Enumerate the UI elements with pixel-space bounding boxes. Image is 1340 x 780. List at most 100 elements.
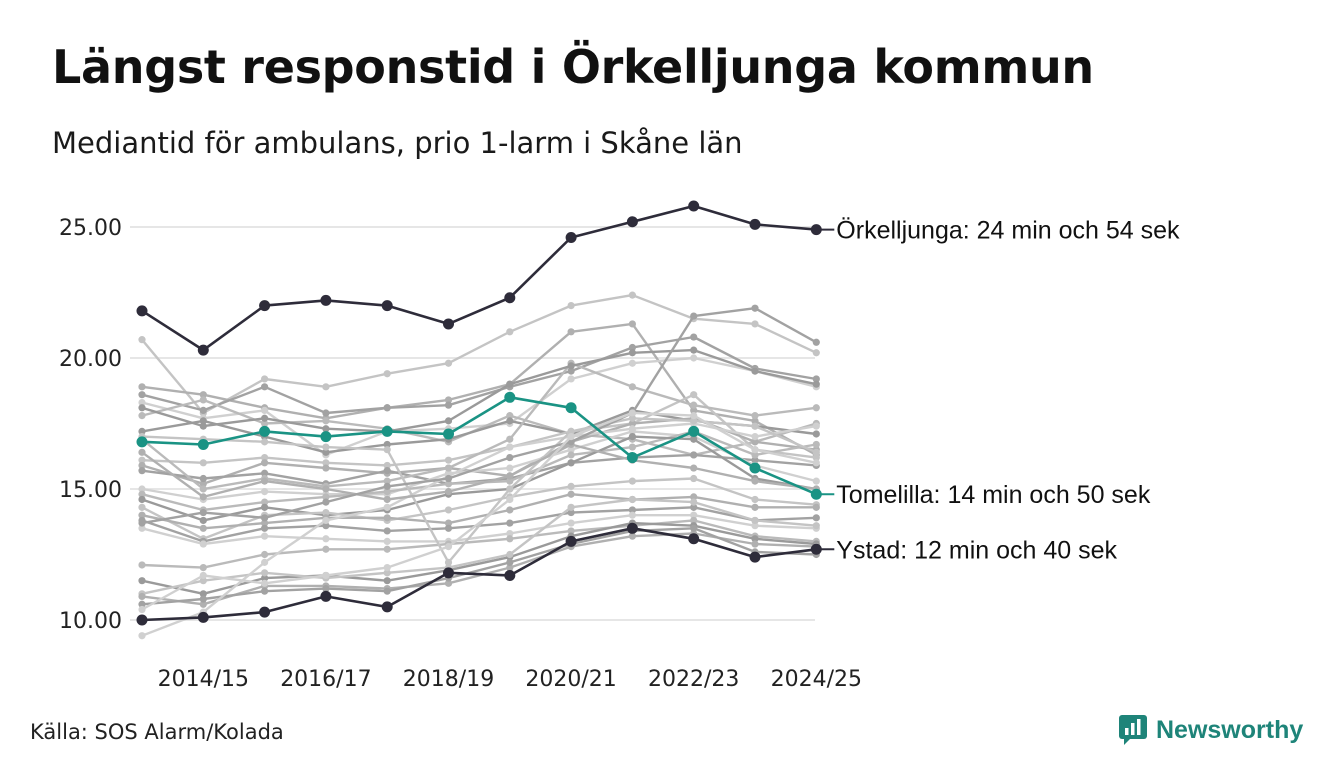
municipality-series-point — [261, 375, 269, 383]
municipality-series-point — [138, 456, 146, 464]
municipality-series-point — [567, 302, 575, 310]
municipality-series-point — [383, 514, 391, 522]
municipality-series-point — [138, 632, 146, 640]
municipality-series-point — [199, 516, 207, 525]
municipality-series-point — [138, 412, 146, 420]
municipality-series-point — [261, 532, 269, 540]
municipality-series-point — [322, 545, 330, 553]
municipality-series-line — [140, 322, 818, 457]
municipality-series-point — [138, 383, 146, 391]
line-chart: 10.00 15.00 20.00 25.00 2014/15 2016/17 2018/1… — [59, 200, 1180, 692]
municipality-series-point — [322, 417, 330, 425]
municipality-series-point — [567, 527, 575, 535]
municipality-series-point — [506, 535, 514, 543]
municipality-series-point — [690, 333, 698, 341]
municipality-series-point — [751, 456, 759, 464]
orkelljunga-series-point — [320, 294, 332, 306]
municipality-series-point — [506, 529, 514, 538]
municipality-series-point — [751, 522, 759, 530]
orkelljunga-series-point — [565, 231, 577, 243]
municipality-series-point — [690, 417, 698, 425]
tomelilla-series-point — [504, 391, 516, 403]
tomelilla-series-point — [749, 462, 761, 474]
chart-title: Längst responstid i Örkelljunga kommun — [52, 40, 1094, 94]
municipality-series-point — [138, 404, 146, 412]
ystad-series-point — [136, 614, 148, 626]
municipality-series-point — [751, 446, 759, 454]
municipality-series-point — [812, 349, 820, 357]
municipality-series-point — [383, 495, 391, 504]
municipality-series-point — [261, 438, 269, 446]
municipality-series-point — [138, 485, 146, 493]
municipality-series-point — [628, 359, 637, 367]
municipality-series-point — [812, 440, 820, 449]
municipality-series-point — [444, 579, 453, 587]
municipality-series-point — [383, 488, 391, 496]
municipality-series-line — [140, 519, 818, 569]
municipality-series-point — [261, 524, 269, 532]
tomelilla-end-label: Tomelilla: 14 min och 50 sek — [836, 481, 1151, 509]
municipality-series-point — [506, 558, 514, 566]
municipality-series-point — [506, 453, 514, 462]
ystad-series-point — [197, 611, 209, 623]
municipality-series-point — [690, 498, 698, 506]
municipality-series-point — [567, 367, 575, 375]
municipality-series-point — [444, 464, 453, 472]
municipality-series-point — [383, 587, 391, 595]
municipality-series-point — [812, 459, 820, 467]
x-tick-label: 2020/21 — [525, 667, 616, 692]
y-tick-label: 15.00 — [59, 478, 122, 503]
municipality-series-point — [199, 564, 207, 572]
municipality-series-point — [199, 459, 207, 467]
municipality-series-point — [199, 590, 207, 598]
municipality-series-point — [261, 558, 269, 566]
municipality-series-point — [690, 406, 698, 414]
municipality-series-point — [261, 514, 269, 522]
municipality-series-point — [506, 417, 514, 425]
municipality-series-line — [140, 498, 818, 595]
municipality-series-point — [261, 419, 269, 428]
municipality-series-point — [138, 600, 146, 608]
municipality-series-point — [383, 440, 391, 449]
municipality-series-point — [751, 451, 759, 459]
municipality-series-point — [628, 495, 637, 504]
municipality-series-point — [261, 406, 269, 414]
ystad-series-point — [688, 533, 700, 545]
municipality-series-point — [383, 446, 391, 454]
municipality-series-point — [567, 328, 575, 336]
municipality-series-point — [261, 453, 269, 462]
municipality-series-point — [383, 545, 391, 553]
municipality-series-point — [261, 498, 269, 506]
x-tick-label: 2024/25 — [771, 667, 862, 692]
municipality-series-point — [506, 464, 514, 472]
municipality-series-point — [444, 396, 453, 404]
municipality-series-point — [690, 524, 698, 532]
municipality-series-point — [567, 519, 575, 527]
municipality-series-point — [322, 383, 330, 391]
municipality-series-point — [322, 584, 330, 593]
municipality-series-point — [567, 362, 575, 370]
municipality-series-point — [506, 412, 514, 420]
orkelljunga-series-point — [136, 305, 148, 317]
municipality-series-point — [812, 380, 820, 388]
municipality-series-line — [140, 411, 818, 611]
orkelljunga-series-point — [381, 300, 393, 312]
tomelilla-series-point — [259, 425, 271, 437]
ystad-series-point — [565, 535, 577, 547]
municipality-series-point — [199, 493, 207, 501]
municipality-series-line — [140, 430, 818, 512]
municipality-series-point — [322, 508, 330, 517]
municipality-series-point — [812, 430, 820, 438]
brand-logo[interactable]: Newsworthy — [1118, 714, 1303, 746]
municipality-series-line — [140, 307, 818, 525]
municipality-series-point — [383, 569, 391, 577]
municipality-series-point — [690, 312, 698, 320]
y-tick-label: 20.00 — [59, 347, 122, 372]
municipality-series-point — [199, 396, 207, 404]
municipality-series-point — [628, 532, 637, 540]
municipality-series-point — [444, 558, 453, 566]
municipality-series-line — [140, 527, 818, 606]
x-tick-label: 2018/19 — [403, 667, 494, 692]
municipality-series-point — [199, 485, 207, 493]
municipality-series-point — [138, 427, 146, 435]
